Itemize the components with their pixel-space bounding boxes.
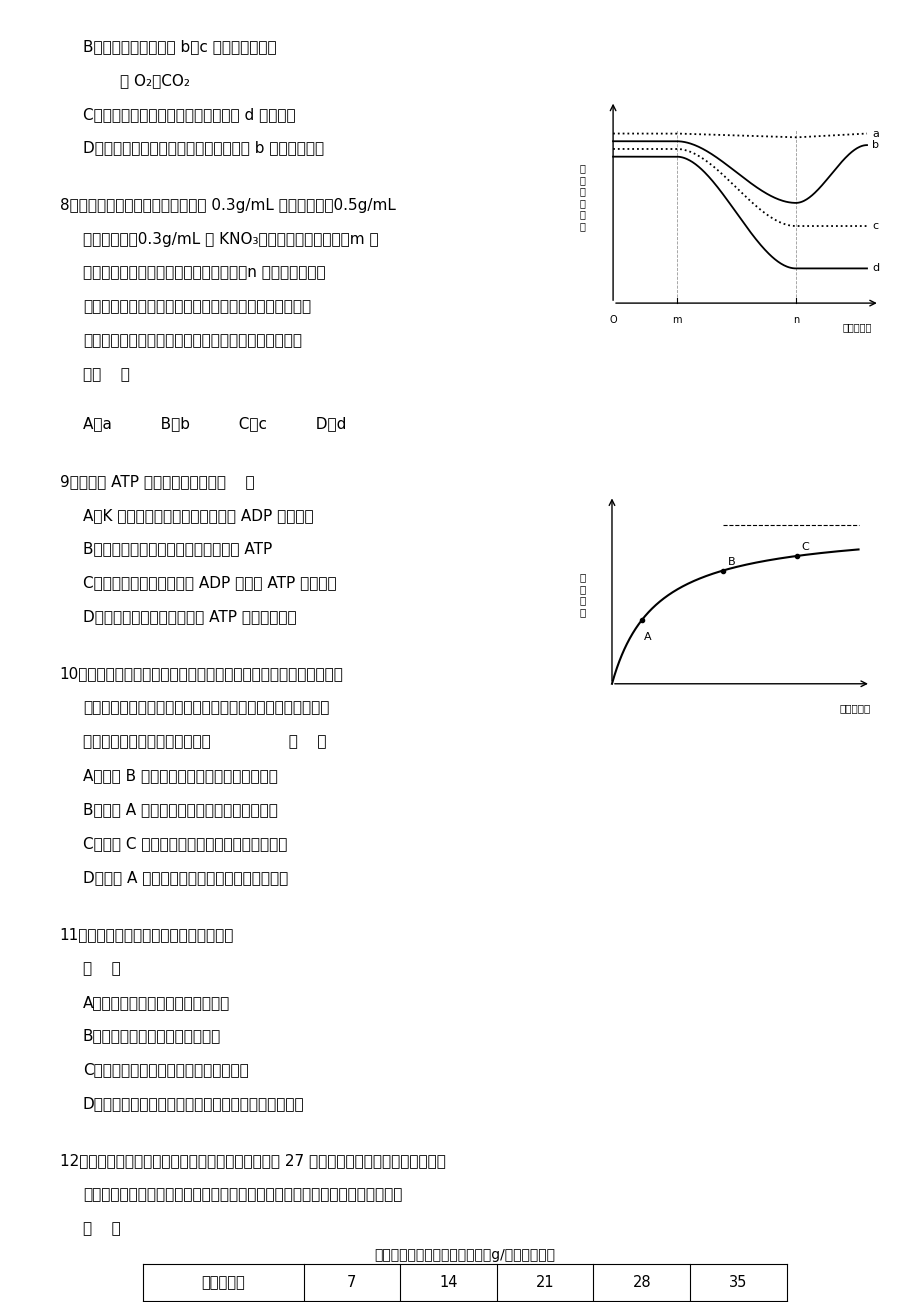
Text: B．在有光条件下，叶绿体中才能合成 ATP: B．在有光条件下，叶绿体中才能合成 ATP: [83, 542, 272, 557]
Text: 35: 35: [729, 1275, 746, 1290]
Text: 9．下列对 ATP 的描述不正确的是（    ）: 9．下列对 ATP 的描述不正确的是（ ）: [60, 474, 255, 490]
Text: 是（    ）: 是（ ）: [83, 367, 130, 383]
Text: A．若在 B 点增加酶的浓度，反应速率会减慢: A．若在 B 点增加酶的浓度，反应速率会减慢: [83, 768, 278, 784]
Text: 下图表示在最适温度下，某种酶的催化反应速率与反应物浓度: 下图表示在最适温度下，某种酶的催化反应速率与反应物浓度: [83, 700, 329, 716]
Text: 14: 14: [438, 1275, 458, 1290]
Text: （    ）: （ ）: [83, 1221, 120, 1237]
Text: 开始用四种溶液分别处理洋葱表皮细胞；n 时再一次用清水: 开始用四种溶液分别处理洋葱表皮细胞；n 时再一次用清水: [83, 266, 325, 281]
Text: B．若是线粒体膜，则 b、c 运输的气体分别: B．若是线粒体膜，则 b、c 运输的气体分别: [83, 39, 276, 55]
Text: 8．以洋葱表皮细胞为材料，分别用 0.3g/mL 的蔗糖溶液、0.5g/mL: 8．以洋葱表皮细胞为材料，分别用 0.3g/mL 的蔗糖溶液、0.5g/mL: [60, 198, 395, 214]
Text: C．萤火虫发光的能量是由 ADP 转换成 ATP 时提供的: C．萤火虫发光的能量是由 ADP 转换成 ATP 时提供的: [83, 575, 336, 591]
Text: B．人体硬骨组织细胞也进行呼吸: B．人体硬骨组织细胞也进行呼吸: [83, 1029, 221, 1044]
Text: （    ）: （ ）: [83, 961, 120, 976]
Text: 28: 28: [631, 1275, 651, 1290]
Text: 7: 7: [346, 1275, 357, 1290]
Text: m: m: [671, 315, 681, 324]
Text: 江南地区水稻每株的总糖含量（g/株）变化情形: 江南地区水稻每株的总糖含量（g/株）变化情形: [374, 1247, 554, 1262]
Text: a: a: [871, 129, 878, 138]
Text: A．细胞呼吸必须在酶的催化下进行: A．细胞呼吸必须在酶的催化下进行: [83, 995, 230, 1010]
Text: D．有机物的氧化分解总是与 ATP 的合成相关联: D．有机物的氧化分解总是与 ATP 的合成相关联: [83, 609, 296, 625]
Text: 之间的关系。有关说法正确的是                （    ）: 之间的关系。有关说法正确的是 （ ）: [83, 734, 326, 750]
Text: 原
生
质
体
体
积: 原 生 质 体 体 积: [579, 163, 584, 232]
Text: D．若在 A 点增加反应物浓度，反应速率将加快: D．若在 A 点增加反应物浓度，反应速率将加快: [83, 870, 288, 885]
Text: A．a          B．b          C．c          D．d: A．a B．b C．c D．d: [83, 417, 346, 432]
Text: B．若在 A 点提高反应温度，反应速率会加快: B．若在 A 点提高反应温度，反应速率会加快: [83, 802, 278, 818]
Text: C: C: [801, 542, 809, 552]
Text: D．若是小肠绒毛上皮细胞膜，则甘油以 b 方式进入细胞: D．若是小肠绒毛上皮细胞膜，则甘油以 b 方式进入细胞: [83, 141, 323, 156]
Text: C．若是肝脏细胞膜，则有氧呼吸酶以 d 方式分泌: C．若是肝脏细胞膜，则有氧呼吸酶以 d 方式分泌: [83, 107, 295, 122]
Text: b: b: [871, 141, 879, 150]
Text: 反应物浓度: 反应物浓度: [839, 703, 870, 713]
Text: c: c: [871, 221, 878, 230]
Text: A: A: [643, 633, 651, 642]
Text: 载植后日数: 载植后日数: [201, 1275, 244, 1290]
Text: B: B: [727, 556, 734, 566]
Text: 量水稻的总糖含量变化情形，得到下表之结果。根据下表，下列推论哪一项错误: 量水稻的总糖含量变化情形，得到下表之结果。根据下表，下列推论哪一项错误: [83, 1187, 402, 1203]
Text: A．K 进入肾小管壁的上皮细胞可使 ADP 含量增加: A．K 进入肾小管壁的上皮细胞可使 ADP 含量增加: [83, 508, 313, 523]
Text: 的蔗糖溶液、0.3g/mL 的 KNO₃溶液及清水加以处理。m 时: 的蔗糖溶液、0.3g/mL 的 KNO₃溶液及清水加以处理。m 时: [83, 232, 378, 247]
Text: d: d: [871, 263, 879, 273]
Text: 11．下列关于细胞呼吸的叙述，错误的是: 11．下列关于细胞呼吸的叙述，错误的是: [60, 927, 234, 943]
Text: D．叶肉细胞在光照下进行光合作用，不进行呼吸作用: D．叶肉细胞在光照下进行光合作用，不进行呼吸作用: [83, 1096, 304, 1112]
Text: 21: 21: [535, 1275, 554, 1290]
Text: 10．影响酶催化反应速率的因素有温度、反应物浓度、酶的浓度等。: 10．影响酶催化反应速率的因素有温度、反应物浓度、酶的浓度等。: [60, 667, 344, 682]
Text: C．酵母菌可以进行有氧呼吸和无氧呼吸: C．酵母菌可以进行有氧呼吸和无氧呼吸: [83, 1062, 248, 1078]
Text: 反
应
速
率: 反 应 速 率: [579, 572, 584, 617]
Text: 实验的时间: 实验的时间: [842, 323, 871, 332]
Text: 原生质体积的变化如图所示，图中代表尿素处理结果的: 原生质体积的变化如图所示，图中代表尿素处理结果的: [83, 333, 301, 349]
Text: 处理之前被处理过的洋葱表皮细胞，测得的洋葱表皮细胞: 处理之前被处理过的洋葱表皮细胞，测得的洋葱表皮细胞: [83, 299, 311, 315]
Text: 是 O₂、CO₂: 是 O₂、CO₂: [119, 73, 189, 89]
Text: n: n: [792, 315, 799, 324]
Text: 12．甲、乙两种水稻品种栽种于江南地区，在栽植后 27 日，进入梅雨季节，于栽种期间测: 12．甲、乙两种水稻品种栽种于江南地区，在栽植后 27 日，进入梅雨季节，于栽种…: [60, 1154, 445, 1169]
Text: O: O: [608, 315, 617, 324]
Text: C．若在 C 点增加反应物浓度，反应速率将加快: C．若在 C 点增加反应物浓度，反应速率将加快: [83, 836, 287, 852]
